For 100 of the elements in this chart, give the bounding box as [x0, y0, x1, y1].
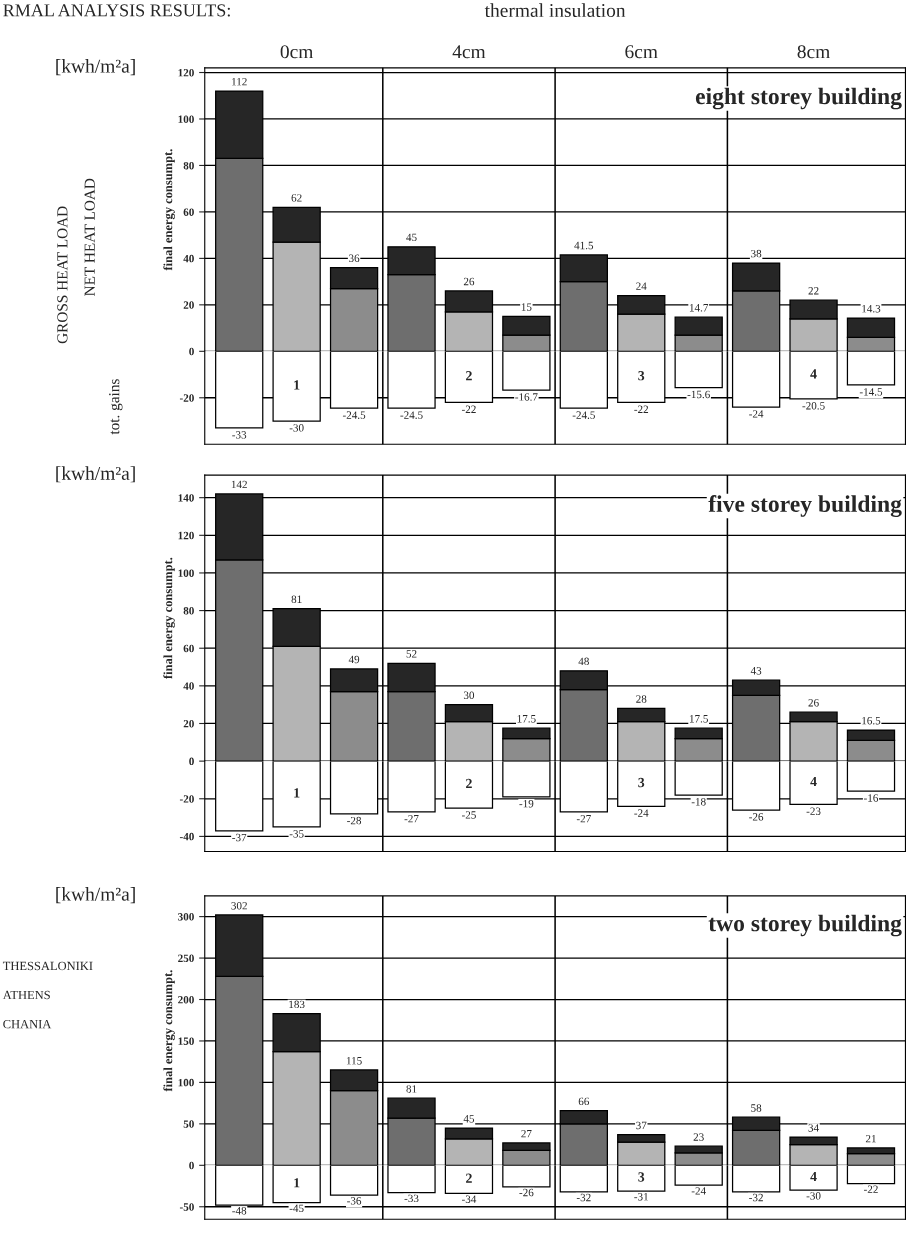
total-label: 14.7: [689, 304, 709, 312]
annotation: 1: [294, 1178, 300, 1188]
total-label: 43: [750, 667, 762, 675]
y-tick-label: -40: [179, 832, 194, 841]
total-label: 23: [693, 1133, 704, 1141]
total-label: 17.5: [689, 715, 708, 723]
data-label: -22: [634, 405, 649, 413]
data-label: -18: [691, 798, 706, 806]
data-label: -31: [634, 1192, 648, 1201]
y-tick-label: 120: [178, 531, 194, 540]
data-label: -24.5: [342, 411, 366, 419]
y-tick-label: 100: [178, 115, 194, 123]
total-label: 37: [636, 1121, 647, 1130]
y-tick-label: 60: [183, 644, 194, 653]
y-tick-label: -20: [179, 795, 194, 803]
total-label: 115: [346, 1057, 362, 1065]
text: CHANIA: [3, 1019, 52, 1029]
total-label: 34: [808, 1124, 819, 1132]
total-label: 28: [636, 695, 647, 703]
total-label: 41.5: [574, 241, 594, 250]
total-label: 48: [578, 657, 589, 666]
total-label: 52: [406, 650, 417, 658]
total-label: 36: [349, 254, 360, 263]
total-label: 58: [751, 1104, 762, 1112]
data-label: -24: [749, 410, 764, 418]
y-tick-label: 40: [183, 682, 194, 690]
annotation: 3: [638, 1172, 645, 1182]
total-label: 17.5: [517, 715, 536, 723]
data-label: -32: [749, 1193, 763, 1202]
total-label: 21: [865, 1134, 876, 1143]
data-label: -36: [347, 1197, 362, 1205]
data-label: -30: [289, 424, 304, 432]
total-label: 81: [291, 595, 302, 604]
text: thermal insulation: [484, 3, 626, 18]
y-tick-label: 0: [189, 1161, 194, 1170]
total-label: 142: [231, 480, 247, 489]
y-tick-label: 300: [178, 913, 194, 921]
text: [kwh/m²a]: [56, 59, 135, 76]
annotation: 4: [810, 776, 817, 787]
annotation: 4: [810, 369, 817, 379]
annotation: 1: [294, 788, 300, 798]
data-label: -25: [461, 811, 476, 819]
y-tick-label: 100: [178, 569, 194, 577]
total-label: 26: [463, 277, 475, 286]
text: 6cm: [625, 45, 658, 59]
text: 8cm: [797, 45, 830, 59]
total-label: 14.3: [862, 304, 881, 313]
total-label: 45: [463, 1115, 475, 1123]
y-tick-label: 80: [183, 161, 194, 170]
data-label: -48: [232, 1207, 247, 1215]
annotation: 2: [466, 1173, 472, 1183]
data-label: -37: [232, 833, 247, 842]
data-label: -45: [289, 1204, 304, 1213]
text: 0cm: [280, 45, 314, 59]
y-tick-label: 50: [183, 1120, 194, 1128]
data-label: -24: [634, 809, 649, 817]
y-tick-label: 250: [178, 954, 194, 963]
annotation: 2: [466, 371, 472, 381]
data-label: -27: [404, 815, 419, 823]
annotation: 2: [466, 778, 472, 788]
total-label: 183: [289, 1000, 305, 1009]
total-label: 302: [231, 901, 247, 910]
data-label: -26: [519, 1188, 534, 1197]
y-tick-label: 140: [178, 494, 194, 502]
total-label: 27: [521, 1129, 532, 1138]
y-tick-label: 20: [183, 719, 194, 728]
y-axis-title: final energy consumpt.: [163, 557, 175, 679]
y-tick-label: 200: [178, 995, 194, 1004]
annotation: 4: [810, 1171, 817, 1182]
y-tick-label: 120: [178, 68, 194, 77]
text: 4cm: [452, 45, 486, 59]
text: tot. gains: [109, 379, 123, 435]
y-tick-label: 40: [183, 254, 194, 263]
data-label: -24.5: [400, 411, 423, 419]
total-label: 22: [808, 287, 819, 295]
annotation: 3: [638, 777, 645, 788]
y-tick-label: 0: [189, 347, 194, 356]
total-label: 24: [636, 282, 647, 290]
data-label: -33: [232, 431, 247, 439]
total-label: 112: [232, 77, 247, 86]
text: THESSALONIKI: [2, 961, 93, 971]
text: two storey building: [708, 914, 902, 937]
total-label: 66: [578, 1097, 590, 1106]
text: NET HEAT LOAD: [84, 178, 95, 296]
total-label: 62: [291, 194, 302, 202]
y-axis-title: final energy consumpt.: [163, 970, 175, 1092]
data-label: -20.5: [802, 402, 825, 410]
text: eight storey building: [695, 87, 902, 110]
total-label: 15: [521, 303, 532, 311]
data-label: -22: [461, 405, 476, 413]
text: [kwh/m²a]: [56, 887, 135, 904]
data-label: -16.7: [515, 393, 538, 401]
total-label: 81: [406, 1085, 417, 1093]
total-label: 26: [808, 699, 819, 707]
total-label: 38: [751, 249, 762, 258]
data-label: -19: [519, 799, 534, 808]
data-label: -27: [576, 815, 591, 823]
y-tick-label: 0: [189, 757, 194, 766]
data-label: -34: [461, 1195, 477, 1203]
text: [kwh/m²a]: [56, 466, 135, 483]
